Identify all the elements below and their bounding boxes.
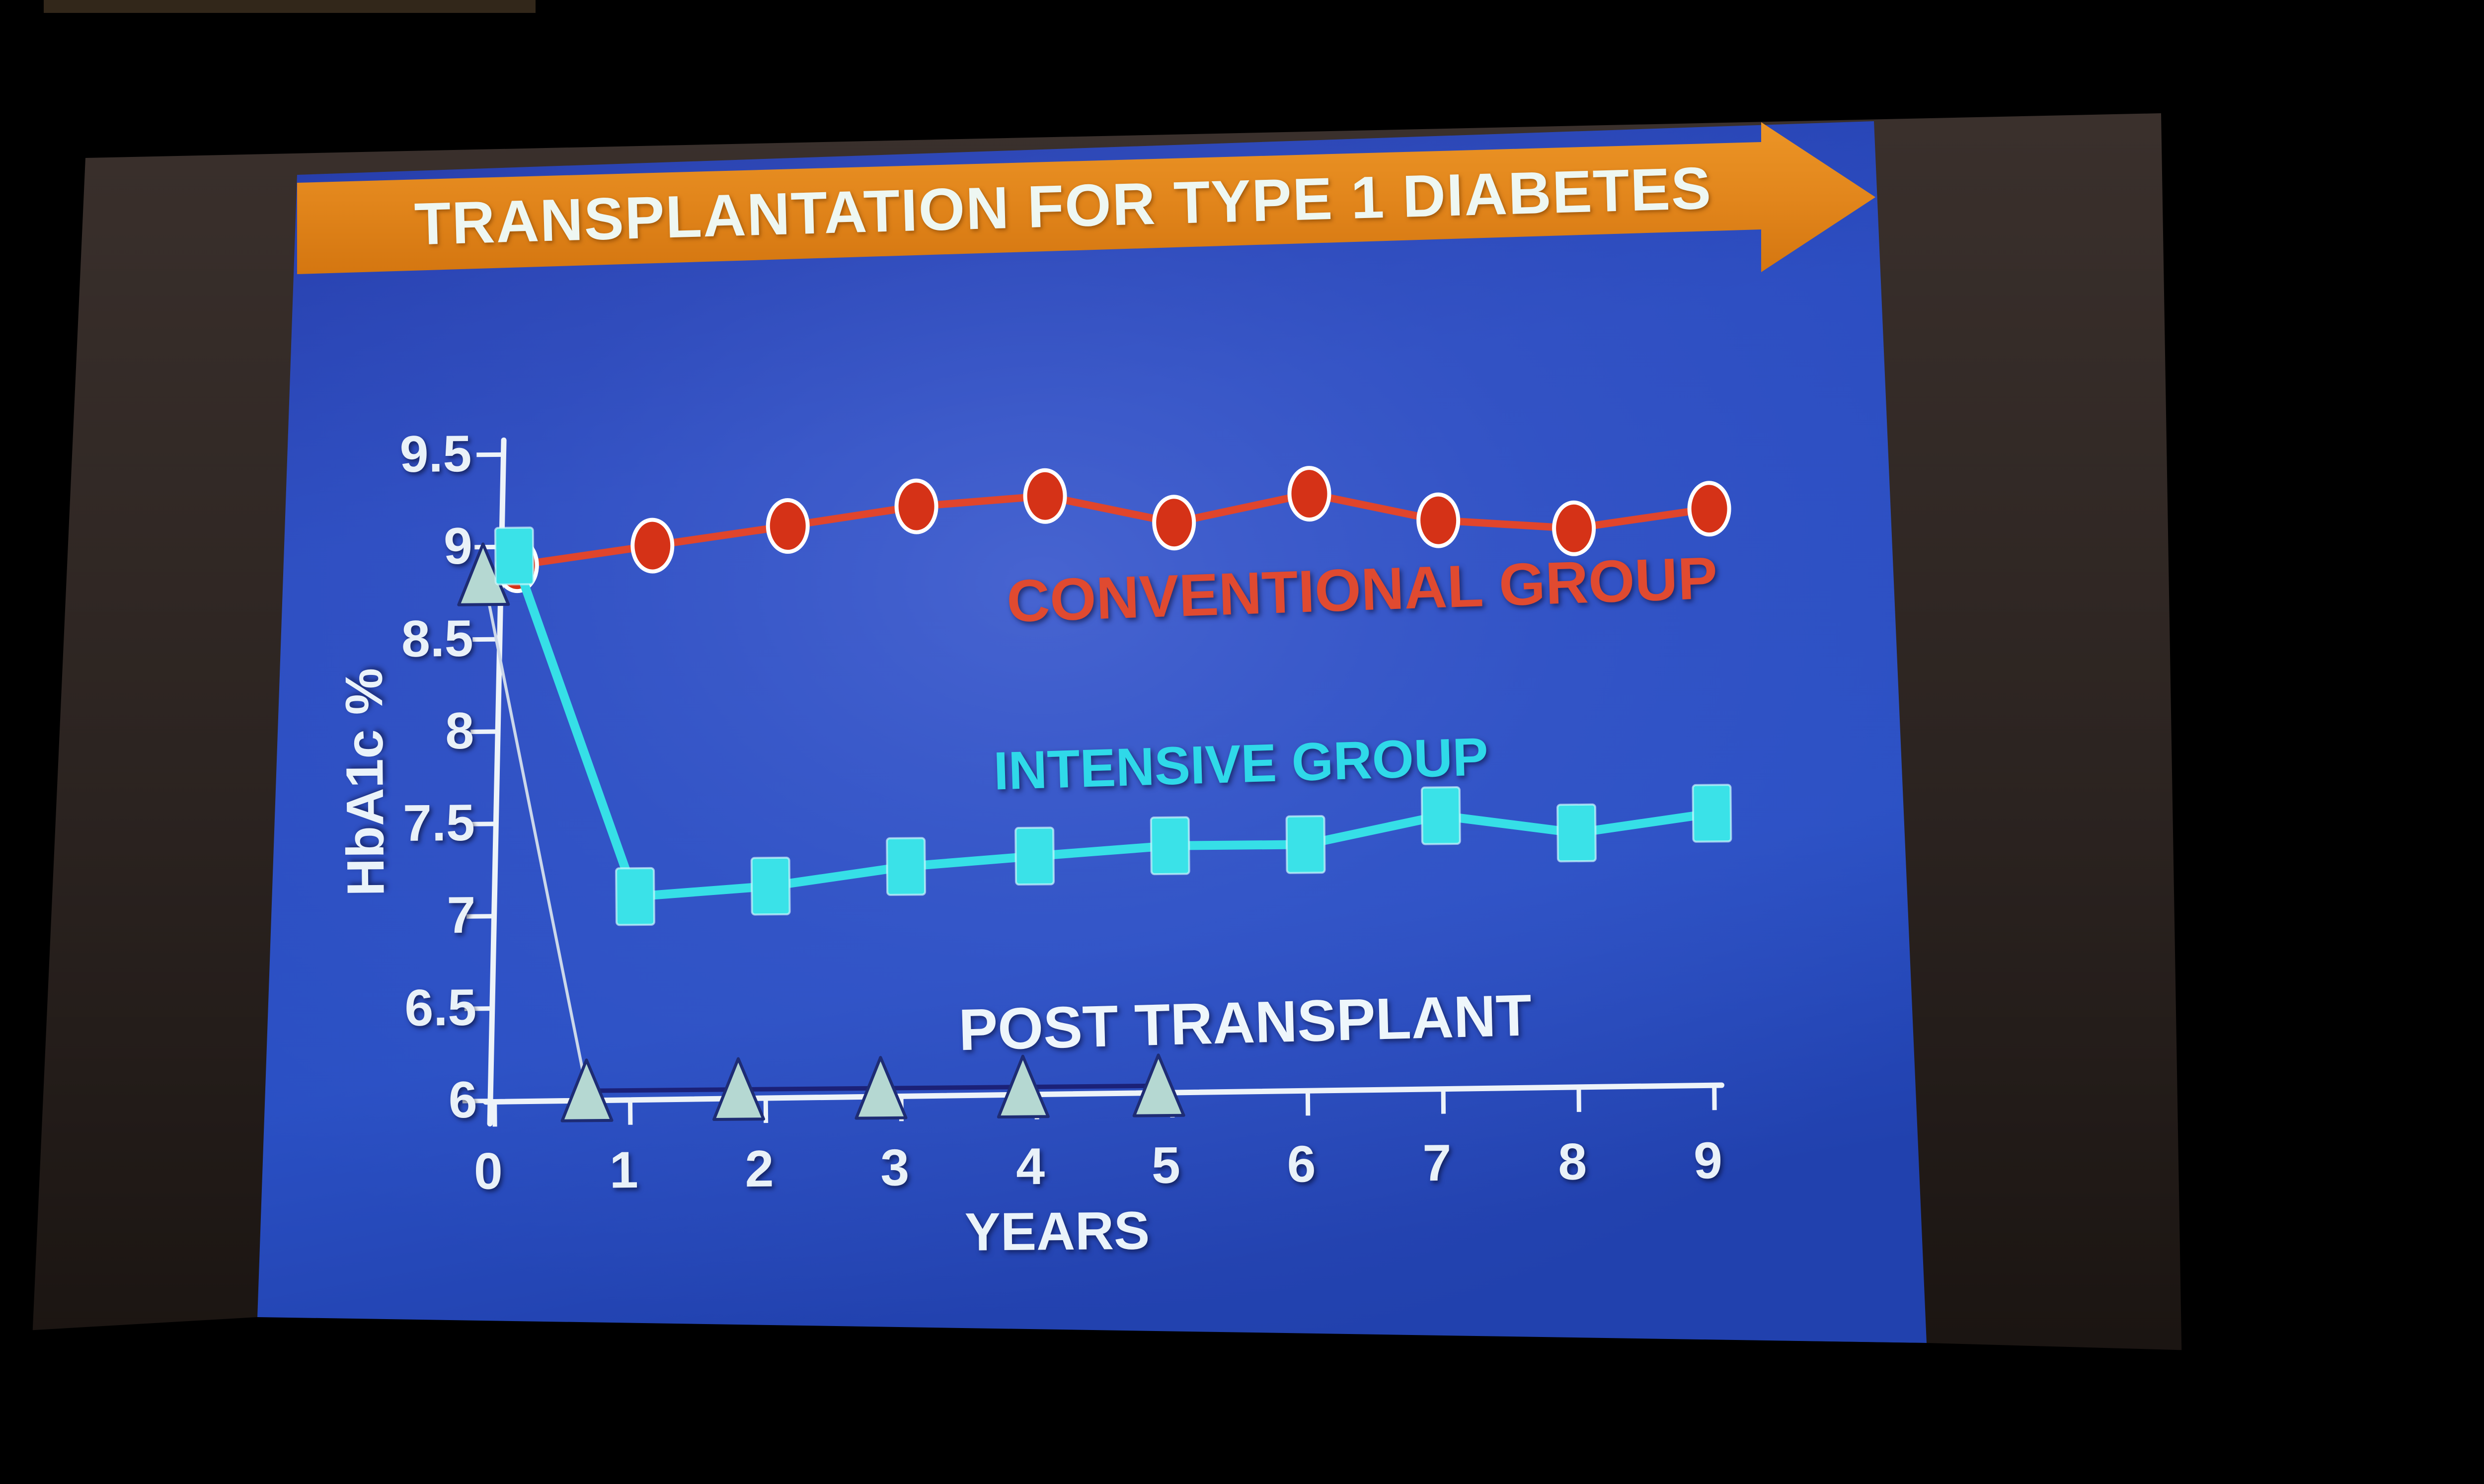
slide-background — [257, 121, 1927, 1343]
y-tick-label-6.5: 6.5 — [404, 978, 477, 1038]
y-tick-label-9: 9 — [443, 517, 473, 576]
x-tick-label-3: 3 — [880, 1139, 910, 1197]
y-tick-label-8: 8 — [445, 702, 474, 760]
x-tick-label-6: 6 — [1287, 1135, 1317, 1193]
x-tick-label-0: 0 — [473, 1142, 503, 1200]
x-tick-label-5: 5 — [1151, 1136, 1181, 1194]
y-tick-label-8.5: 8.5 — [401, 609, 474, 668]
x-tick-label-1: 1 — [609, 1141, 639, 1199]
x-tick-label-8: 8 — [1557, 1133, 1587, 1191]
room-darkness-bottom — [0, 1317, 2484, 1484]
y-tick-label-7: 7 — [447, 887, 476, 945]
x-tick-label-2: 2 — [745, 1140, 774, 1198]
y-tick-label-6: 6 — [448, 1071, 478, 1129]
x-tick-label-9: 9 — [1693, 1131, 1723, 1190]
photo-top-strip — [44, 0, 536, 13]
x-tick-label-4: 4 — [1015, 1137, 1045, 1196]
x-tick-label-7: 7 — [1422, 1134, 1452, 1192]
y-tick-label-9.5: 9.5 — [399, 425, 472, 484]
y-tick-label-7.5: 7.5 — [402, 794, 475, 853]
title-banner-shape — [297, 122, 1875, 274]
x-axis-title: YEARS — [964, 1200, 1150, 1262]
y-axis-title: HbA1c % — [334, 668, 395, 897]
